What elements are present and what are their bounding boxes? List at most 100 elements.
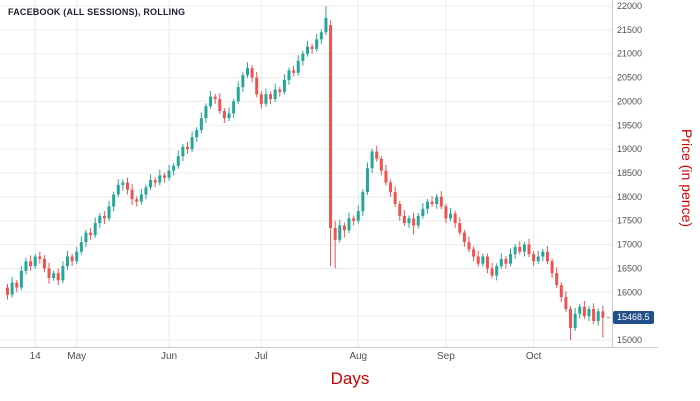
candle — [144, 184, 148, 200]
price-axis[interactable]: 22000 21500 21000 20500 20000 19500 19000 18500… — [617, 1, 642, 345]
price-tick-label: 18500 — [617, 168, 642, 178]
candle — [601, 305, 605, 338]
candle — [536, 250, 540, 265]
candle — [402, 210, 406, 226]
candle — [139, 188, 143, 205]
candle — [412, 212, 416, 235]
candle — [365, 162, 369, 195]
candle — [135, 196, 139, 207]
candle — [449, 207, 453, 222]
candle — [458, 217, 462, 236]
candle — [209, 90, 213, 110]
candle — [379, 155, 383, 176]
candle — [310, 43, 314, 54]
candle — [504, 256, 508, 269]
candle — [361, 189, 365, 216]
candle — [550, 258, 554, 278]
candle — [541, 248, 545, 262]
candle — [47, 262, 51, 284]
price-tick-label: 19500 — [617, 120, 642, 130]
time-tick-label: Sep — [437, 351, 455, 362]
candle — [430, 195, 434, 207]
candle — [333, 220, 337, 269]
candle — [578, 303, 582, 319]
candle — [93, 217, 97, 238]
candle — [481, 253, 485, 267]
price-tick-label: 17500 — [617, 216, 642, 226]
candle — [236, 81, 240, 105]
candle — [149, 174, 153, 191]
candle — [195, 127, 199, 142]
price-tick-label: 22000 — [617, 1, 642, 11]
time-tick-label: Jun — [161, 351, 177, 362]
candle — [319, 29, 323, 45]
candle — [269, 91, 273, 104]
chart-title: FACEBOOK (ALL SESSIONS), ROLLING — [8, 7, 186, 17]
candle — [564, 291, 568, 312]
candle — [587, 306, 591, 321]
candle — [287, 67, 291, 85]
candle — [485, 253, 489, 274]
candle — [15, 279, 19, 293]
candle — [264, 88, 268, 107]
time-tick-label: May — [67, 351, 86, 362]
candle — [176, 150, 180, 169]
price-tick-label: 21000 — [617, 49, 642, 59]
candle — [476, 250, 480, 267]
candle — [545, 246, 549, 265]
candle — [532, 251, 536, 267]
candle — [338, 219, 342, 243]
time-tick-label: Aug — [349, 351, 367, 362]
candle — [435, 193, 439, 209]
candle — [232, 98, 236, 119]
candle — [462, 229, 466, 247]
candle — [518, 241, 522, 255]
candle — [453, 210, 457, 228]
candle — [167, 164, 171, 181]
candle — [495, 263, 499, 281]
candle — [158, 169, 162, 186]
candle — [255, 71, 259, 98]
candle — [153, 177, 157, 188]
time-tick-label: Oct — [526, 351, 542, 362]
candle — [278, 86, 282, 97]
candle — [384, 164, 388, 186]
candle — [84, 229, 88, 247]
candle — [222, 108, 226, 123]
time-axis[interactable]: 14 May Jun Jul Aug Sep Oct — [30, 351, 542, 362]
candle — [467, 236, 471, 253]
last-price-badge: 15468.5 — [613, 310, 654, 324]
candle — [592, 303, 596, 324]
price-tick-label: 16500 — [617, 263, 642, 273]
candle — [472, 246, 476, 262]
candle — [356, 205, 360, 224]
price-tick-label: 19000 — [617, 144, 642, 154]
candle — [56, 268, 60, 286]
candle — [559, 282, 563, 302]
time-tick-label: Jul — [255, 351, 268, 362]
candle — [342, 222, 346, 238]
price-tick-label: 20000 — [617, 96, 642, 106]
price-tick-label: 21500 — [617, 25, 642, 35]
candle — [329, 20, 333, 267]
candle — [324, 6, 328, 36]
candle — [185, 141, 189, 154]
candle — [130, 183, 134, 205]
candle — [38, 251, 42, 264]
x-axis-title: Days — [330, 369, 370, 388]
candle — [204, 103, 208, 123]
candle — [305, 40, 309, 57]
candle — [421, 203, 425, 219]
candle — [227, 107, 231, 121]
candle — [522, 241, 526, 257]
candle — [315, 33, 319, 52]
candle — [89, 227, 93, 240]
candle — [509, 248, 513, 267]
candle — [79, 236, 83, 255]
candle — [199, 112, 203, 133]
candle — [301, 50, 305, 66]
candle — [75, 246, 79, 265]
candle — [389, 179, 393, 197]
